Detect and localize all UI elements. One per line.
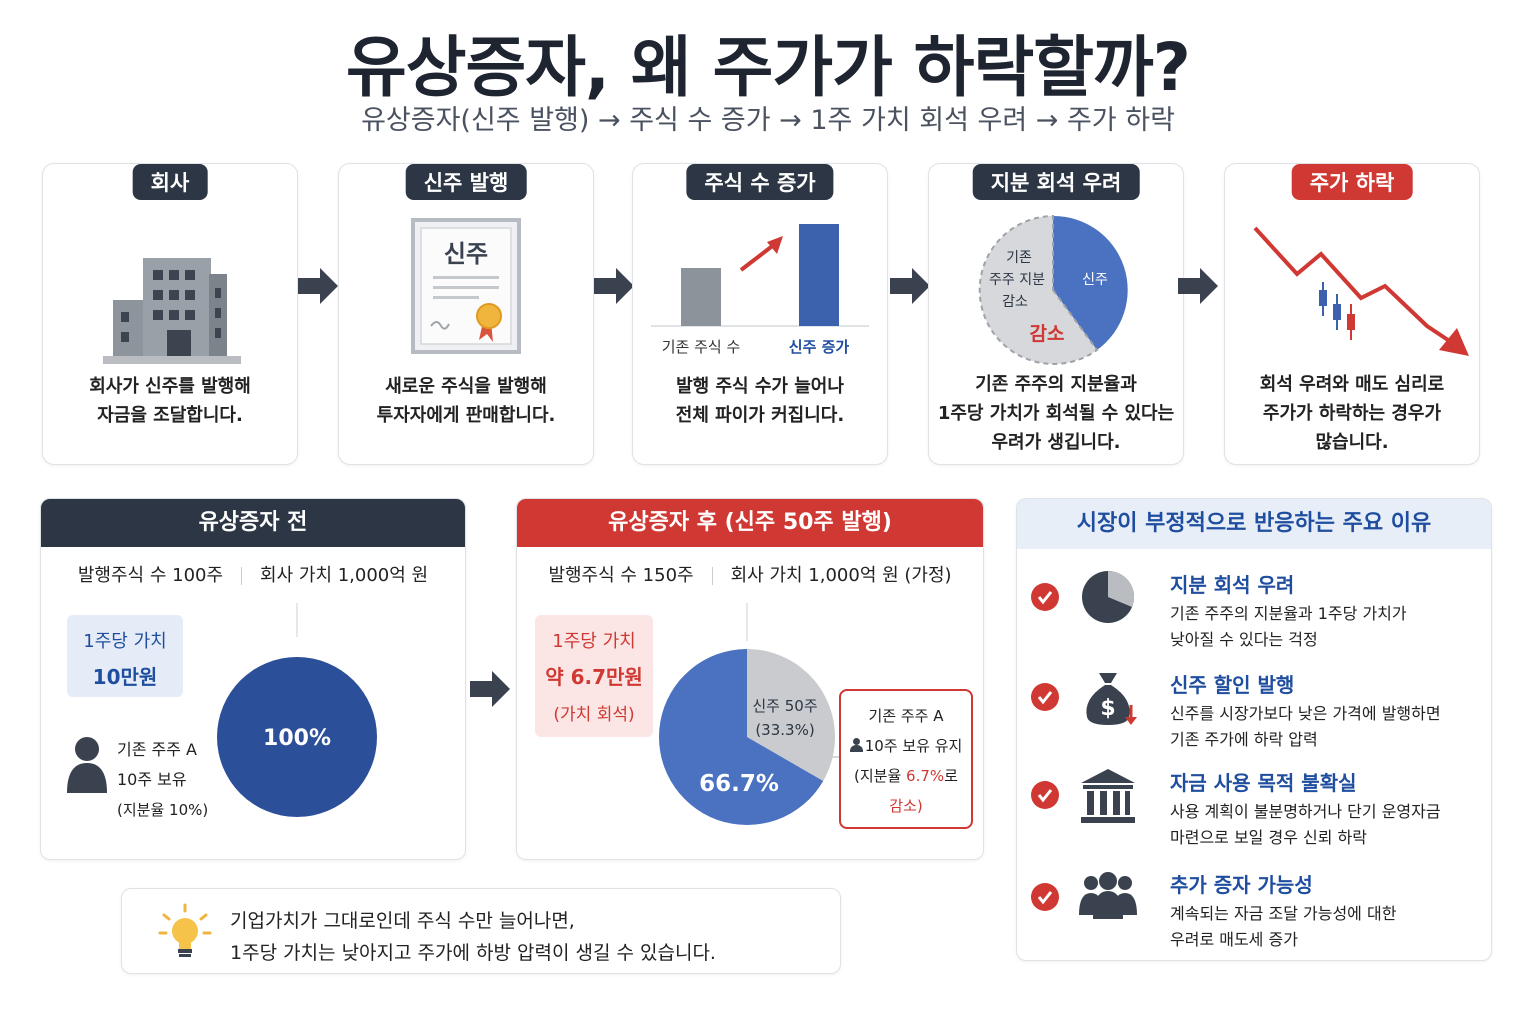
reason-item: $ 신주 할인 발행 신주를 시장가보다 낮은 가격에 발행하면 기존 주가에 하… [1017,669,1491,759]
bar-growth-icon: 기존 주식 수 신주 증가 [651,224,869,356]
step-desc: 회석 우려와 매도 심리로 주가가 하락하는 경우가 많습니다. [1259,374,1445,453]
svg-text:신주 50주: 신주 50주 [752,697,817,715]
svg-text:기존 주식 수: 기존 주식 수 [662,338,741,356]
tip-box: 기업가치가 그대로인데 주식 수만 늘어나면, 1주당 가치는 낮아지고 주가에… [121,888,841,974]
after-pie-old-slice [658,649,824,825]
before-pie: 100% [67,603,377,817]
check-icon [1031,883,1059,911]
page-title: 유상증자, 왜 주가가 하락할까? [346,29,1191,106]
step-desc: 기존 주주의 지분율과 1주당 가치가 회석될 수 있다는 우려가 생깁니다. [937,374,1175,453]
building-icon [103,258,241,364]
svg-text:감소: 감소 [1030,323,1065,345]
arrow-right-icon [470,671,510,707]
step-label: 회사 [132,164,208,200]
people-group-icon [1079,872,1137,919]
step-label: 주식 수 증가 [686,164,834,200]
step-desc: 새로운 주식을 발행해 투자자에게 판매합니다. [376,376,556,426]
page-subtitle: 유상증자(신주 발행) → 주식 수 증가 → 1주 가치 회석 우려 → 주가… [361,105,1175,136]
reason-item: 지분 회석 우려 기존 주주의 지분율과 1주당 가치가 낮아질 수 있다는 걱정 [1017,569,1491,659]
step-shares: 주식 수 증가 기존 주식 수 신주 증가 발행 주식 수가 늘어나 전체 파이가… [632,163,888,465]
after-header: 유상증자 후 (신주 50주 발행) [517,499,983,547]
check-icon [1031,683,1059,711]
reason-item: 추가 증자 가능성 계속되는 자금 조달 가능성에 대한 우려로 매도세 증가 [1017,869,1491,959]
arrow-right-icon [890,268,930,304]
certificate-icon: 신주 [411,218,521,354]
step-issue: 신주 발행 신주 새로운 주식을 발행해 투자자에게 판매합니다. [338,163,594,465]
after-holder-box: 기존 주주 A 10주 보유 유지 (지분율 6.7%로 감소) [839,689,973,829]
money-bag-icon: $ [1086,673,1137,725]
check-icon [1031,781,1059,809]
svg-text:신주 증가: 신주 증가 [789,338,850,356]
after-pie-new-slice [747,649,835,781]
svg-text:(33.3%): (33.3%) [755,721,814,739]
arrow-right-icon [298,268,338,304]
person-icon [849,738,863,752]
before-pie-slice [217,657,377,817]
svg-text:기존: 기존 [1006,250,1032,266]
before-panel: 유상증자 전 발행주식 수 100주 회사 가치 1,000억 원 1주당 가치 … [40,498,466,860]
svg-text:감소: 감소 [1002,294,1028,310]
reason-item: 자금 사용 목적 불확실 사용 계획이 불분명하거나 단기 운영자금 마련으로 보… [1017,767,1491,857]
step-desc: 회사가 신주를 발행해 자금을 조달합니다. [89,376,251,426]
arrow-right-icon [594,268,634,304]
pie-chart-icon [1082,571,1134,623]
reasons-panel: 시장이 부정적으로 반응하는 주요 이유 지분 회석 우려 기존 주주의 지분율… [1016,498,1492,961]
after-panel: 유상증자 후 (신주 50주 발행) 발행주식 수 150주 회사 가치 1,00… [516,498,984,860]
step-dilution: 지분 회석 우려 기존 주주 지분 감소 신주 감소 기존 주주의 지분율과 1주… [928,163,1184,465]
arrow-right-icon [1178,268,1218,304]
dilution-pie-icon: 기존 주주 지분 감소 신주 감소 [978,214,1128,365]
step-label: 주가 하락 [1291,164,1413,200]
svg-text:신주: 신주 [1082,272,1108,288]
step-label: 지분 회석 우려 [972,164,1140,200]
before-header: 유상증자 전 [41,499,465,547]
step-desc: 발행 주식 수가 늘어나 전체 파이가 커집니다. [675,376,845,426]
step-price-drop: 주가 하락 회석 우려와 매도 심리로 주가가 하락하는 경우가 많습니다. [1224,163,1480,465]
bar-new [799,224,839,326]
after-pie: 신주 50주 (33.3%) 66.7% [658,603,839,825]
person-icon [67,737,107,793]
after-per-share-box: 1주당 가치 약 6.7만원 (가치 회석) [535,615,653,737]
step-label: 신주 발행 [405,164,527,200]
bar-old [681,268,721,326]
before-per-share-box: 1주당 가치 10만원 [67,615,183,697]
falling-chart-icon [1253,226,1469,356]
svg-text:주주 지분: 주주 지분 [989,272,1045,288]
reasons-header: 시장이 부정적으로 반응하는 주요 이유 [1017,499,1491,549]
svg-text:66.7%: 66.7% [699,771,779,797]
certificate-text: 신주 [444,240,488,268]
after-stats: 발행주식 수 150주 회사 가치 1,000억 원 (가정) [548,565,952,586]
before-pie-label: 100% [263,726,331,751]
bank-icon [1081,769,1135,823]
lightbulb-icon [158,903,212,957]
step-company: 회사 회사가 신주를 발행해 자금을 조달합니다. [42,163,298,465]
svg-text:$: $ [1100,696,1115,721]
before-stats: 발행주식 수 100주 회사 가치 1,000억 원 [77,565,429,586]
before-holder: 기존 주주 A 10주 보유 (지분율 10%) [117,740,209,819]
check-icon [1031,583,1059,611]
tip-text: 기업가치가 그대로인데 주식 수만 늘어나면, 1주당 가치는 낮아지고 주가에… [230,910,716,964]
